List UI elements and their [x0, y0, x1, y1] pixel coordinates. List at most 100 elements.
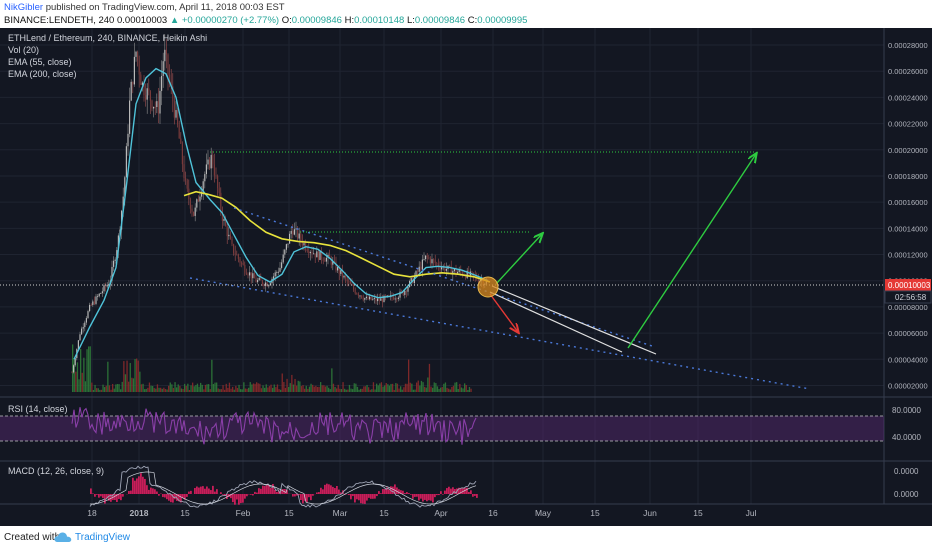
volume-bar	[198, 386, 200, 392]
legend-ema200[interactable]: EMA (200, close)	[8, 69, 77, 79]
volume-bar	[155, 388, 157, 392]
volume-bar	[188, 389, 191, 392]
volume-bar	[368, 387, 370, 392]
candle-body	[399, 291, 401, 298]
candle-body	[79, 334, 81, 341]
bullish-arrow-short[interactable]	[495, 234, 542, 285]
volume-bar	[345, 389, 347, 392]
volume-bar	[84, 381, 87, 392]
volume-bar	[464, 383, 466, 392]
candle-body	[402, 292, 404, 295]
volume-bar	[236, 388, 239, 392]
macd-hist-bar	[158, 494, 160, 496]
macd-hist-bar	[152, 488, 154, 494]
tradingview-brand[interactable]: TradingView	[75, 532, 131, 543]
candle-body	[169, 74, 171, 82]
candle-body	[125, 146, 127, 178]
volume-bar	[420, 380, 423, 392]
author-link[interactable]: NikGibler	[4, 2, 44, 13]
macd-hist-bar	[430, 494, 432, 501]
volume-bar	[220, 389, 223, 392]
candle-body	[252, 273, 254, 279]
price-tick-label: 0.00002000	[888, 381, 928, 390]
candle-body	[380, 298, 382, 301]
ohlc-line: BINANCE:LENDETH, 240 0.00010003 ▲ +0.000…	[4, 15, 527, 26]
volume-bar	[404, 383, 407, 392]
macd-hist-bar	[450, 488, 452, 494]
macd-hist-bar	[184, 494, 186, 500]
candle-body	[199, 196, 201, 202]
macd-hist-bar	[130, 490, 132, 494]
macd-hist-bar	[444, 490, 446, 494]
price-tick-label: 0.00022000	[888, 120, 928, 129]
volume-bar	[211, 359, 213, 392]
rsi-line[interactable]	[71, 407, 477, 445]
heikin-ashi-candles[interactable]	[71, 34, 487, 374]
legend-vol[interactable]: Vol (20)	[8, 45, 39, 55]
candle-body	[396, 298, 398, 300]
candle-body	[332, 261, 334, 265]
macd-hist-bar	[190, 490, 192, 494]
candle-body	[290, 230, 292, 234]
macd-hist-bar	[386, 487, 388, 494]
macd-signal-line[interactable]	[90, 471, 477, 505]
candle-body	[178, 124, 180, 139]
candle-body	[116, 250, 118, 260]
macd-hist-bar	[154, 489, 156, 494]
volume-bar	[379, 383, 381, 392]
candle-body	[98, 293, 100, 297]
volume-bar	[294, 378, 296, 392]
rsi-label[interactable]: RSI (14, close)	[8, 404, 68, 414]
macd-hist-bar	[230, 494, 232, 499]
volume-bar	[363, 386, 365, 392]
volume-bar	[81, 372, 83, 392]
candle-body	[191, 208, 193, 212]
bullish-arrow-long[interactable]	[627, 154, 756, 349]
macd-line[interactable]	[89, 465, 477, 508]
volume-bar	[300, 386, 303, 392]
candle-body	[92, 301, 94, 306]
macd-hist-bar	[234, 494, 236, 505]
volume-bar	[164, 389, 167, 392]
chart-canvas[interactable]: ETHLend / Ethereum, 240, BINANCE, Heikin…	[0, 28, 932, 526]
candle-body	[269, 283, 271, 286]
macd-hist-bar	[150, 487, 152, 494]
candle-body	[228, 234, 230, 237]
candle-body	[173, 101, 175, 118]
candle-body	[81, 328, 83, 335]
volume-bar	[102, 384, 104, 392]
legend-ema55[interactable]: EMA (55, close)	[8, 57, 72, 67]
candle-body	[335, 261, 337, 271]
candle-body	[135, 51, 137, 57]
volume-bar	[113, 388, 115, 392]
volume-bar	[318, 386, 320, 392]
volume-bar	[108, 385, 111, 392]
time-axis[interactable]: 18 2018 15 Feb 15 Mar 15 Apr 16 May 15 Jun 15 Jul	[87, 508, 756, 518]
candle-body	[186, 180, 188, 189]
bearish-arrow[interactable]	[489, 293, 518, 332]
low-label: L:	[406, 15, 415, 26]
time-tick-label: 15	[180, 508, 190, 518]
breakout-highlight-circle[interactable]	[477, 276, 499, 298]
white-channel-line-1[interactable]	[489, 291, 623, 353]
ema-55-line[interactable]	[73, 67, 489, 360]
candle-body	[129, 100, 131, 134]
ema-200-line[interactable]	[183, 190, 491, 283]
price-tick-label: 0.00006000	[888, 329, 928, 338]
macd-label[interactable]: MACD (12, 26, close, 9)	[8, 466, 104, 476]
volume-bar	[76, 362, 79, 392]
candle-body	[101, 291, 103, 294]
volume-bar	[252, 383, 255, 392]
volume-bar	[184, 383, 186, 392]
macd-hist-bar	[276, 491, 278, 494]
volume-bar	[467, 389, 469, 392]
candle-body	[148, 88, 150, 92]
white-channel-line-2[interactable]	[491, 285, 657, 355]
volume-bar	[353, 383, 355, 392]
candle-body	[170, 81, 172, 87]
candle-body	[167, 54, 169, 75]
volume-bar	[75, 371, 77, 392]
volume-bar	[145, 388, 147, 392]
candle-body	[441, 267, 443, 270]
candle-body	[218, 188, 220, 193]
